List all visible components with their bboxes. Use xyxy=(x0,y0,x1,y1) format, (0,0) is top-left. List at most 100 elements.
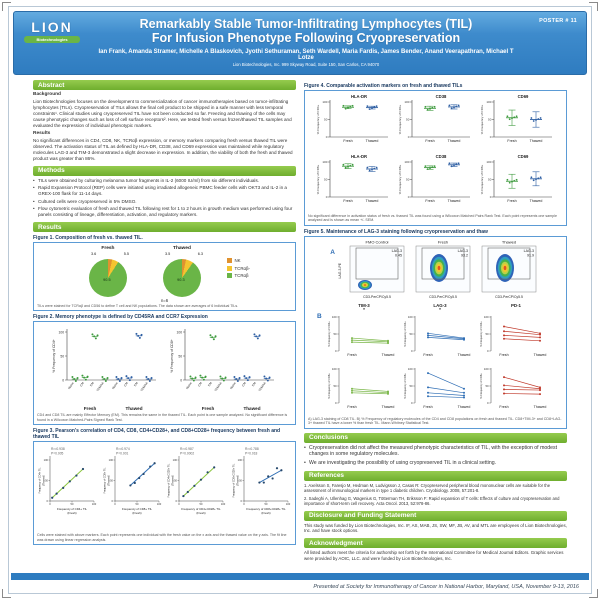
abstract-text: Background Lion Biotechnologies focuses … xyxy=(33,92,296,162)
poster-title-line2: For Infusion Phenotype Following Cryopre… xyxy=(151,31,461,46)
reference-item: 1. Axelsson S, Faresjo M, Hedman M, Ludv… xyxy=(304,482,551,494)
svg-text:Thawed: Thawed xyxy=(458,405,471,409)
svg-text:% Frequency of CD4+: % Frequency of CD4+ xyxy=(52,340,56,373)
svg-text:TEMRA: TEMRA xyxy=(95,382,104,393)
svg-text:P=0.018: P=0.018 xyxy=(245,452,258,456)
svg-text:LAG-3: LAG-3 xyxy=(523,249,533,253)
svg-text:Frequency of CD4+ TIL: Frequency of CD4+ TIL xyxy=(57,507,87,511)
svg-text:100: 100 xyxy=(108,458,113,462)
crop-mark xyxy=(2,589,11,598)
svg-text:100: 100 xyxy=(484,315,489,319)
svg-text:0: 0 xyxy=(176,499,178,503)
svg-text:0: 0 xyxy=(335,401,337,405)
section-heading-abstract: Abstract xyxy=(33,80,296,90)
pie-chart xyxy=(162,259,201,297)
poster-title-line1: Remarkably Stable Tumor-Infiltrating Lym… xyxy=(139,17,473,31)
sig-asterisk: * xyxy=(439,306,441,312)
figure1-box: Fresh 3.6 5.5 90.5 Thawed 3.5 6.3 xyxy=(33,242,296,312)
svg-text:Fresh: Fresh xyxy=(347,353,356,357)
svg-text:% Frequency of CD8+: % Frequency of CD8+ xyxy=(403,372,407,398)
svg-text:50: 50 xyxy=(265,502,268,506)
svg-text:CD38: CD38 xyxy=(435,94,446,99)
svg-text:Naïve: Naïve xyxy=(185,381,193,390)
svg-text:P=0.001: P=0.001 xyxy=(116,452,129,456)
svg-text:50: 50 xyxy=(200,502,203,506)
figure3-caption: Cells were stained with above markers. E… xyxy=(37,533,287,542)
abstract-background-label: Background xyxy=(33,92,61,97)
abstract-results-paragraph: No significant differences in CD4, CD8, … xyxy=(33,137,293,161)
title-block: Remarkably Stable Tumor-Infiltrating Lym… xyxy=(94,17,518,67)
svg-text:% Frequency of CD4+: % Frequency of CD4+ xyxy=(398,104,402,134)
svg-text:0: 0 xyxy=(325,135,327,139)
svg-text:% Frequency of CD8+: % Frequency of CD8+ xyxy=(479,372,483,398)
svg-text:0: 0 xyxy=(407,135,409,139)
pie-fresh: Fresh 3.6 5.5 90.5 xyxy=(79,246,137,298)
left-column: Abstract Background Lion Biotechnologies… xyxy=(33,80,296,572)
svg-text:Fresh: Fresh xyxy=(438,239,448,244)
svg-text:0: 0 xyxy=(407,195,409,199)
svg-text:Fresh: Fresh xyxy=(83,406,96,411)
conclusions-list: Cryopreservation did not affect the meas… xyxy=(304,445,567,467)
svg-text:100: 100 xyxy=(332,367,337,371)
svg-text:HLA-DR: HLA-DR xyxy=(350,94,366,99)
svg-text:CD3-PerCP/Cy5.5: CD3-PerCP/Cy5.5 xyxy=(495,295,523,299)
svg-text:% Frequency of CD4+: % Frequency of CD4+ xyxy=(327,320,331,346)
svg-text:0: 0 xyxy=(49,502,51,506)
svg-text:0: 0 xyxy=(180,379,182,383)
fig5-flowplot-fresh: Fresh LAG-3 93.2 CD3-PerCP/Cy5.5 xyxy=(409,239,475,303)
crop-mark xyxy=(2,2,11,11)
svg-text:R²=0.987: R²=0.987 xyxy=(180,447,194,451)
logo-text: LION xyxy=(31,19,73,35)
svg-text:Thawed: Thawed xyxy=(534,405,547,409)
svg-text:HLA-DR: HLA-DR xyxy=(350,154,366,159)
svg-text:0: 0 xyxy=(489,195,491,199)
svg-text:Thawed: Thawed xyxy=(502,239,516,244)
affiliation: Lion Biotechnologies, Inc. 999 Skyway Ro… xyxy=(232,61,380,67)
pie-value-tcrab-neg: 5.5 xyxy=(123,252,129,256)
disclosure-text: This study was funded by Lion Biotechnol… xyxy=(304,522,567,534)
svg-text:50: 50 xyxy=(71,502,74,506)
svg-text:CD3-PerCP/Cy5.5: CD3-PerCP/Cy5.5 xyxy=(429,295,457,299)
svg-text:P=0.0002: P=0.0002 xyxy=(180,452,194,456)
svg-text:0: 0 xyxy=(62,379,64,383)
pie-value-nk: 3.5 xyxy=(164,252,171,256)
figure4-title: Figure 4. Comparable activation markers … xyxy=(304,83,463,89)
pie-value-nk: 3.6 xyxy=(90,252,97,256)
svg-text:0: 0 xyxy=(325,195,327,199)
methods-list: TILs were obtained by culturing melanoma… xyxy=(33,178,296,218)
section-heading-disclosure: Disclosure and Funding Statement xyxy=(304,510,567,521)
svg-text:LAG-3: LAG-3 xyxy=(391,249,401,253)
svg-text:R²=0.974: R²=0.974 xyxy=(116,447,130,451)
poster-frame: LION Biotechnologies POSTER # 11 Remarka… xyxy=(8,6,592,594)
svg-text:0: 0 xyxy=(487,401,489,405)
fig5-col-tim3: TIM-3 * xyxy=(326,303,402,312)
section-heading-results: Results xyxy=(33,222,296,232)
svg-text:0: 0 xyxy=(489,135,491,139)
right-column: Figure 4. Comparable activation markers … xyxy=(304,80,567,572)
svg-text:50: 50 xyxy=(110,479,113,483)
svg-text:CD38: CD38 xyxy=(435,154,446,159)
svg-text:0: 0 xyxy=(47,499,49,503)
svg-text:100: 100 xyxy=(408,315,413,319)
svg-text:TEMRA: TEMRA xyxy=(139,382,148,393)
fig3-panel-cd8cd28: 0 0 50 50 100 100 R²=0.788 P=0.018 Frequency of … xyxy=(231,444,292,532)
svg-text:50: 50 xyxy=(178,355,182,359)
svg-text:% Frequency of CD4+: % Frequency of CD4+ xyxy=(316,104,320,134)
legend-item: TCRαβ- xyxy=(226,265,250,271)
figure2-title: Figure 2. Memory phenotype is defined by… xyxy=(33,314,208,321)
svg-text:50: 50 xyxy=(409,332,413,336)
svg-text:50: 50 xyxy=(324,118,328,122)
svg-text:% Frequency of CD8+: % Frequency of CD8+ xyxy=(480,164,484,194)
fig2-panel-cd8: 0 50 100% Frequency of CD8+ Naïve CM EM TEMRA F… xyxy=(168,324,280,412)
conclusion-bullet: We are investigating the possibility of … xyxy=(304,460,567,467)
svg-text:100: 100 xyxy=(44,458,49,462)
svg-text:LAG-3: LAG-3 xyxy=(457,249,467,253)
fig5-lines-tim3-cd4: 0 50 100 Fresh Thawed % Frequency of CD4+ xyxy=(326,312,402,364)
svg-text:Frequency of CD8+CD28+ TIL: Frequency of CD8+CD28+ TIL xyxy=(232,463,235,497)
methods-bullet: Cultured cells were cryopreserved in 5% … xyxy=(33,199,296,205)
section-heading-methods: Methods xyxy=(33,165,296,176)
svg-text:CM: CM xyxy=(240,381,246,388)
pie-chart xyxy=(88,259,127,297)
svg-text:Fresh: Fresh xyxy=(347,405,356,409)
svg-text:100: 100 xyxy=(221,502,226,506)
